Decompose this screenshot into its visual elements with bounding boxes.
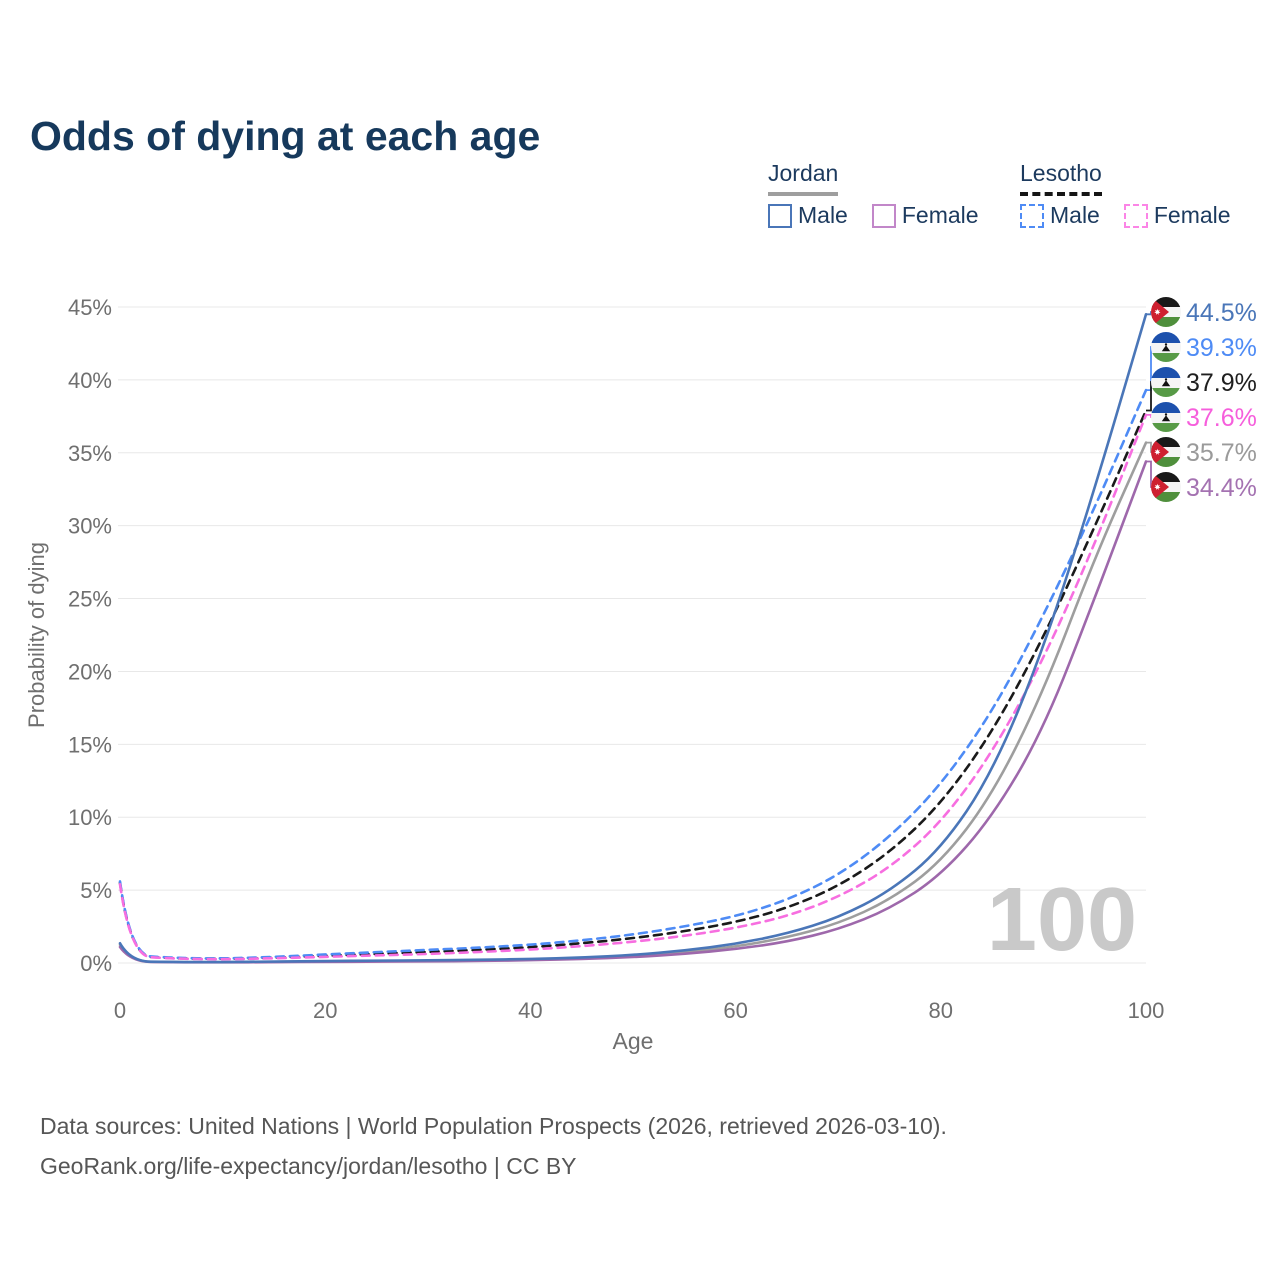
end-value-label-lesotho-both: 37.9% [1186, 369, 1257, 397]
jordan-flag-icon [1151, 472, 1181, 502]
y-axis-tick-label: 10% [68, 805, 112, 830]
legend-country-jordan: Jordan [768, 160, 839, 196]
y-axis-tick-label: 20% [68, 659, 112, 684]
jordan-flag-icon [1151, 297, 1181, 327]
footer: Data sources: United Nations | World Pop… [40, 1106, 947, 1186]
end-value-label-lesotho-female: 37.6% [1186, 404, 1257, 432]
series-line-jordan-male [118, 313, 1148, 964]
page-title: Odds of dying at each age [30, 113, 541, 160]
y-axis-tick-label: 5% [80, 878, 112, 903]
legend-item-label: Male [798, 202, 848, 228]
x-axis-tick-label: 60 [723, 998, 747, 1023]
legend-item-jordan-male[interactable]: Male [768, 202, 848, 229]
y-axis-tick-label: 25% [68, 587, 112, 612]
end-value-label-lesotho-male: 39.3% [1186, 334, 1257, 362]
footer-attribution: GeoRank.org/life-expectancy/jordan/lesot… [40, 1153, 577, 1179]
x-axis-tick-label: 20 [313, 998, 337, 1023]
end-value-label-jordan-male: 44.5% [1186, 299, 1257, 327]
y-axis-tick-label: 40% [68, 368, 112, 393]
lesotho-flag-icon [1151, 332, 1181, 362]
x-axis-tick-label: 80 [929, 998, 953, 1023]
lesotho-flag-icon [1151, 402, 1181, 432]
x-axis-tick-label: 0 [114, 998, 126, 1023]
x-axis-tick-label: 100 [1128, 998, 1165, 1023]
y-axis-tick-label: 45% [68, 295, 112, 320]
x-axis-title: Age [613, 1028, 654, 1054]
lesotho-flag-icon [1151, 367, 1181, 397]
legend-group-jordan: Jordan [768, 160, 839, 196]
legend-item-jordan-female[interactable]: Female [871, 202, 979, 229]
y-axis-tick-label: 30% [68, 514, 112, 539]
legend-item-lesotho-male[interactable]: Male [1020, 202, 1100, 229]
jordan-female-swatch-icon [871, 203, 896, 228]
end-value-label-jordan-female: 34.4% [1186, 474, 1257, 502]
legend-items-jordan: Male Female [768, 202, 993, 229]
lesotho-male-swatch-icon [1020, 203, 1044, 228]
legend-items-lesotho: Male Female [1020, 202, 1245, 229]
y-axis-tick-label: 35% [68, 441, 112, 466]
jordan-flag-icon [1151, 437, 1181, 467]
footer-data-sources: Data sources: United Nations | World Pop… [40, 1113, 947, 1139]
legend-item-lesotho-female[interactable]: Female [1123, 202, 1231, 229]
y-axis-tick-label: 15% [68, 732, 112, 757]
legend-item-label: Female [1153, 202, 1231, 228]
y-axis-title: Probability of dying [24, 542, 49, 728]
legend-item-label: Female [901, 202, 979, 228]
series-line-lesotho-female [118, 413, 1148, 961]
y-axis-tick-label: 0% [80, 951, 112, 976]
legend-item-label: Male [1050, 202, 1100, 228]
end-value-label-jordan-both: 35.7% [1186, 439, 1257, 467]
lesotho-female-swatch-icon [1123, 203, 1148, 228]
age-watermark: 100 [987, 870, 1137, 970]
jordan-male-swatch-icon [768, 203, 792, 228]
x-axis-tick-label: 40 [518, 998, 542, 1023]
legend-country-lesotho: Lesotho [1020, 160, 1102, 196]
legend-group-lesotho: Lesotho [1020, 160, 1102, 196]
